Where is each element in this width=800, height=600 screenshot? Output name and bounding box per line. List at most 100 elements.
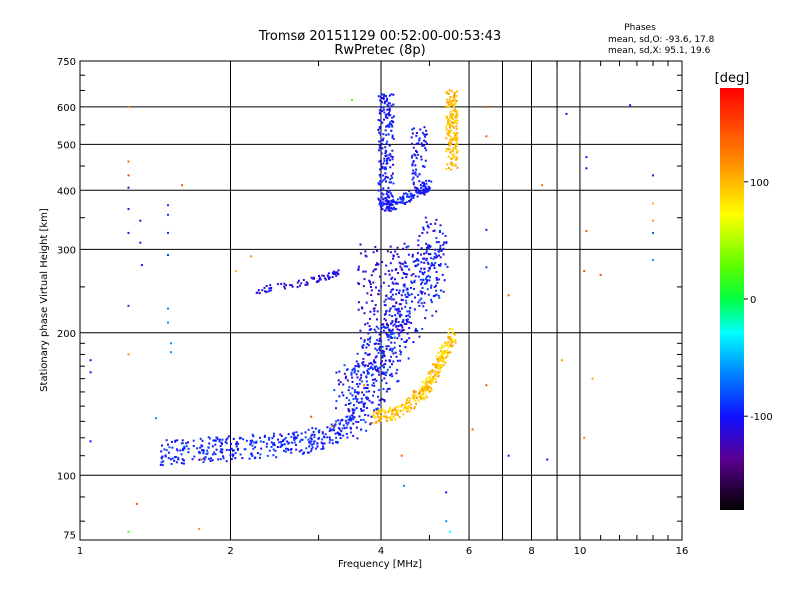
data-point	[171, 446, 174, 449]
data-point	[218, 440, 221, 443]
data-point	[424, 292, 426, 295]
data-point	[422, 390, 424, 392]
data-point	[435, 289, 438, 292]
data-point	[383, 415, 386, 418]
data-point	[389, 418, 392, 421]
data-point	[384, 100, 387, 103]
data-point	[351, 414, 354, 417]
data-point	[379, 96, 382, 99]
data-point	[244, 448, 247, 451]
data-point	[322, 274, 325, 277]
data-point	[386, 190, 389, 193]
data-point	[414, 399, 417, 402]
data-point	[389, 307, 392, 310]
x-tick-label: 1	[77, 546, 83, 557]
data-point	[410, 280, 413, 283]
data-point	[430, 381, 433, 384]
data-point	[402, 289, 405, 292]
data-point	[393, 413, 396, 416]
data-point	[372, 378, 375, 381]
data-point	[405, 299, 407, 302]
data-point	[406, 273, 409, 276]
data-point	[433, 267, 436, 270]
data-point	[449, 351, 452, 354]
data-point	[435, 284, 437, 287]
data-point	[394, 408, 397, 411]
data-point	[455, 151, 458, 154]
data-point	[381, 371, 384, 374]
data-point	[396, 324, 399, 327]
data-point	[310, 448, 313, 450]
data-point	[380, 101, 383, 104]
data-point	[378, 146, 381, 149]
data-point	[583, 436, 586, 439]
data-point	[275, 456, 278, 459]
data-point	[417, 259, 420, 262]
data-point	[396, 359, 399, 362]
data-point	[427, 253, 430, 256]
data-point	[411, 255, 414, 258]
data-point	[302, 279, 305, 281]
data-point	[404, 293, 407, 296]
data-point	[401, 326, 404, 329]
data-point	[385, 125, 388, 128]
data-point	[427, 185, 430, 188]
data-point	[181, 184, 183, 187]
data-point	[424, 317, 427, 320]
data-point	[402, 290, 405, 293]
data-point	[386, 159, 388, 162]
data-point	[384, 313, 387, 316]
data-point	[390, 341, 393, 344]
data-point	[421, 286, 424, 289]
data-point	[344, 404, 347, 406]
data-point	[214, 443, 217, 446]
data-point	[385, 295, 388, 297]
data-point	[402, 198, 405, 201]
data-point	[388, 144, 391, 147]
data-point	[387, 324, 390, 327]
x-axis-label: Frequency [MHz]	[338, 559, 422, 570]
data-point	[201, 445, 204, 448]
data-point	[211, 459, 214, 462]
data-point	[207, 436, 210, 439]
data-point	[442, 247, 445, 250]
data-point	[381, 365, 384, 368]
data-point	[401, 307, 403, 310]
data-point	[311, 433, 314, 436]
data-point	[440, 358, 443, 360]
data-point	[234, 452, 237, 454]
data-point	[259, 436, 261, 439]
data-point	[293, 438, 296, 441]
data-point	[383, 300, 386, 303]
data-point	[339, 381, 342, 384]
data-point	[384, 152, 387, 155]
data-point	[378, 173, 381, 176]
data-point	[167, 457, 170, 459]
data-point	[287, 441, 290, 444]
data-point	[454, 110, 457, 113]
data-point	[411, 132, 414, 135]
data-point	[448, 143, 451, 146]
data-point	[210, 457, 212, 460]
data-point	[408, 268, 411, 271]
data-point	[422, 305, 425, 308]
data-point	[333, 389, 336, 392]
data-point	[402, 202, 405, 205]
data-point	[439, 263, 442, 265]
data-point	[306, 282, 309, 285]
data-point	[392, 415, 395, 418]
data-point	[413, 153, 416, 156]
data-point	[652, 219, 654, 222]
data-point	[425, 396, 428, 399]
data-point	[252, 447, 255, 450]
data-point	[364, 270, 367, 273]
data-point	[356, 376, 359, 379]
data-point	[399, 324, 402, 326]
data-point	[454, 121, 457, 124]
data-point	[442, 364, 445, 366]
data-point	[402, 247, 404, 250]
data-point	[170, 440, 173, 443]
data-point	[382, 96, 385, 99]
data-point	[198, 528, 200, 530]
data-point	[386, 416, 389, 419]
